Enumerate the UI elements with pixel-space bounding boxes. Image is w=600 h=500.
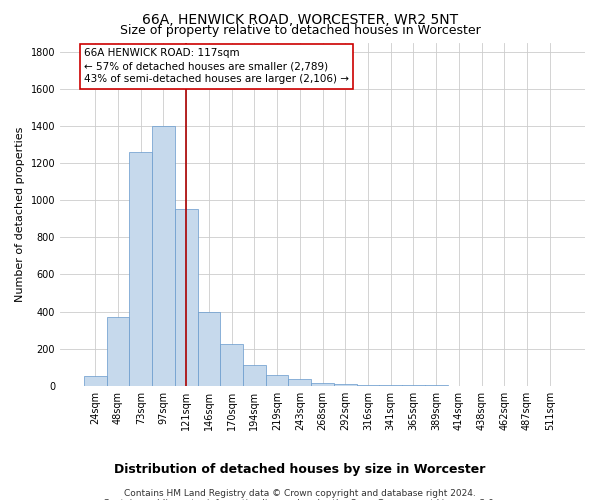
Bar bbox=[107, 317, 130, 386]
Bar bbox=[197, 312, 220, 386]
Bar bbox=[266, 374, 289, 386]
Y-axis label: Number of detached properties: Number of detached properties bbox=[15, 126, 25, 302]
Bar bbox=[84, 376, 107, 386]
Text: Distribution of detached houses by size in Worcester: Distribution of detached houses by size … bbox=[115, 462, 485, 475]
Text: 66A HENWICK ROAD: 117sqm
← 57% of detached houses are smaller (2,789)
43% of sem: 66A HENWICK ROAD: 117sqm ← 57% of detach… bbox=[84, 48, 349, 84]
Bar bbox=[130, 152, 152, 386]
Bar bbox=[175, 210, 197, 386]
Text: Size of property relative to detached houses in Worcester: Size of property relative to detached ho… bbox=[119, 24, 481, 37]
Text: Contains HM Land Registry data © Crown copyright and database right 2024.
Contai: Contains HM Land Registry data © Crown c… bbox=[103, 489, 497, 500]
Bar bbox=[152, 126, 175, 386]
Bar bbox=[289, 380, 311, 386]
Bar bbox=[356, 385, 379, 386]
Bar bbox=[334, 384, 356, 386]
Bar bbox=[220, 344, 243, 386]
Bar bbox=[243, 366, 266, 386]
Text: 66A, HENWICK ROAD, WORCESTER, WR2 5NT: 66A, HENWICK ROAD, WORCESTER, WR2 5NT bbox=[142, 12, 458, 26]
Bar bbox=[379, 385, 402, 386]
Bar bbox=[311, 383, 334, 386]
